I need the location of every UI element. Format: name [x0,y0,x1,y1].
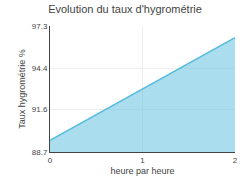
svg-text:heure par heure: heure par heure [110,166,174,176]
svg-text:Evolution du taux d'hygrométri: Evolution du taux d'hygrométrie [48,3,202,15]
svg-text:1: 1 [140,156,145,165]
svg-text:97.3: 97.3 [32,22,48,31]
svg-text:94.4: 94.4 [32,64,48,73]
svg-text:91.6: 91.6 [32,105,48,114]
svg-text:2: 2 [233,156,238,165]
svg-text:88.7: 88.7 [32,148,48,157]
svg-text:0: 0 [48,156,53,165]
svg-text:Taux hygrométrie %: Taux hygrométrie % [17,49,27,129]
